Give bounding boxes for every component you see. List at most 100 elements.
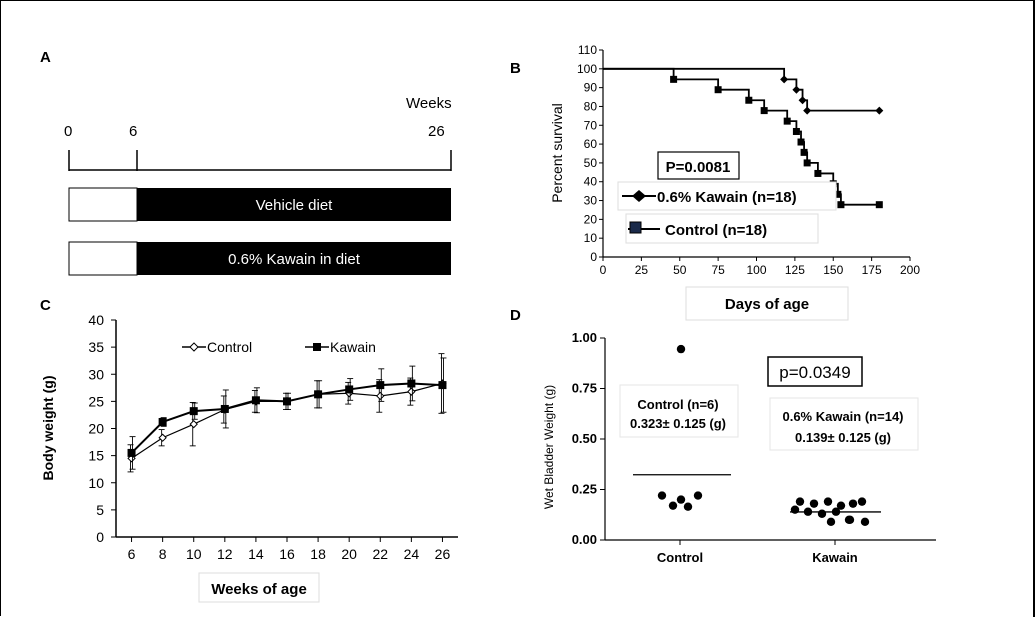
survival-chart: Percent survival Days of age 0 10 20 30 40 50… (549, 43, 920, 321)
survival-y-tick-label: 100 (577, 62, 597, 76)
control-survival-point (814, 169, 822, 177)
kawain-survival-point (875, 106, 884, 115)
kawain-weight-point (189, 407, 198, 416)
control-bladder-point (676, 344, 686, 354)
body-weight-y-tick-label: 30 (88, 366, 104, 382)
kawain-survival-point (792, 85, 801, 94)
body-weight-y-axis-label: Body weight (g) (40, 376, 56, 481)
survival-x-tick-label: 125 (785, 263, 805, 277)
kawain-stats-line1: 0.6% Kawain (n=14) (782, 409, 903, 424)
control-bladder-point (668, 501, 678, 510)
panel-label-b: B (510, 60, 521, 77)
survival-y-tick-label: 0 (590, 250, 597, 264)
weeks-label: Weeks (406, 95, 452, 112)
kawain-pre-period (68, 241, 138, 276)
survival-x-tick-label: 0 (600, 263, 607, 277)
control-bladder-point (676, 495, 686, 504)
kawain-weight-point (438, 381, 447, 390)
legend-control-label-c: Control (207, 339, 252, 355)
legend-control-open-diamond-icon (189, 342, 199, 352)
control-stats-line1: Control (n=6) (637, 397, 718, 412)
control-survival-point (875, 201, 883, 209)
survival-y-tick-label: 60 (584, 137, 598, 151)
body-weight-x-tick-label: 16 (279, 546, 295, 562)
bladder-x-tick-label: Control (657, 550, 703, 565)
body-weight-y-tick-label: 25 (88, 393, 104, 409)
kawain-stats-line2: 0.139± 0.125 (g) (795, 430, 891, 445)
vehicle-pre-period (68, 187, 138, 222)
control-weight-point (158, 433, 167, 442)
control-survival-point (834, 190, 842, 198)
bladder-y-tick-label: 0.50 (572, 431, 597, 446)
kawain-survival-point (798, 96, 807, 105)
kawain-stats-box (769, 397, 919, 451)
body-weight-x-axis-label: Weeks of age (211, 581, 307, 598)
body-weight-x-tick-label: 22 (372, 546, 388, 562)
survival-x-tick-label: 100 (746, 263, 766, 277)
control-weight-point (376, 391, 385, 401)
kawain-weight-point (314, 390, 323, 399)
kawain-bladder-point (817, 509, 827, 518)
survival-pvalue: P=0.0081 (666, 159, 731, 176)
tick-label-week-26: 26 (428, 123, 445, 140)
body-weight-x-tick-label: 6 (128, 546, 136, 562)
bladder-pvalue: p=0.0349 (779, 363, 850, 382)
control-survival-point (800, 148, 808, 156)
survival-x-tick-label: 200 (900, 263, 920, 277)
kawain-bladder-point (836, 501, 846, 510)
bladder-pvalue-box (767, 356, 863, 387)
legend-kawain-square-icon-c (313, 343, 321, 351)
body-weight-y-tick-label: 10 (88, 475, 104, 491)
bladder-y-tick-label: 0.00 (572, 532, 597, 547)
control-bladder-point (693, 491, 703, 500)
control-bladder-point (683, 502, 693, 511)
control-survival-point (714, 86, 722, 94)
kawain-weight-point (251, 396, 260, 405)
survival-x-axis-label: Days of age (725, 296, 809, 313)
survival-y-tick-label: 50 (584, 156, 598, 170)
control-survival-point (760, 107, 768, 115)
control-survival-point (792, 127, 800, 135)
kawain-bladder-point (803, 507, 813, 516)
control-weight-point (407, 387, 416, 396)
body-weight-x-tick-label: 24 (404, 546, 420, 562)
body-weight-y-tick-label: 35 (88, 339, 104, 355)
vehicle-diet-label: Vehicle diet (256, 197, 334, 214)
legend-kawain-diamond-icon (632, 190, 646, 202)
control-stats-line2: 0.323± 0.125 (g) (630, 416, 726, 431)
body-weight-x-tick-label: 20 (341, 546, 357, 562)
survival-x-tick-label: 150 (823, 263, 843, 277)
control-weight-point (189, 419, 198, 429)
body-weight-x-tick-label: 26 (435, 546, 451, 562)
control-stats-box (619, 384, 739, 438)
kawain-bladder-point (826, 517, 836, 527)
survival-x-tick-label: 75 (711, 263, 725, 277)
control-bladder-point (657, 491, 667, 500)
body-weight-x-tick-label: 18 (310, 546, 326, 562)
survival-y-tick-label: 20 (584, 212, 598, 226)
kawain-weight-point (283, 397, 291, 406)
bladder-weight-chart: Wet Bladder Weight (g) 0.00 0.25 0.50 0.75 1… (542, 330, 936, 565)
body-weight-y-tick-label: 20 (88, 421, 104, 437)
control-survival-point (745, 96, 753, 104)
bladder-y-tick-label: 1.00 (572, 330, 597, 345)
legend-kawain-label-c: Kawain (330, 339, 376, 355)
survival-y-tick-label: 80 (584, 99, 598, 113)
survival-y-axis-label: Percent survival (549, 103, 565, 203)
survival-pvalue-box (657, 151, 740, 180)
bladder-y-tick-label: 0.25 (572, 482, 597, 497)
figure-frame-right-edge (1033, 0, 1035, 617)
legend-kawain-label: 0.6% Kawain (n=18) (657, 189, 797, 206)
kawain-diet-bar (137, 242, 451, 275)
survival-y-tick-label: 70 (584, 118, 598, 132)
survival-y-tick-label: 10 (584, 231, 598, 245)
kawain-bladder-point (795, 497, 805, 506)
panel-label-c: C (40, 297, 51, 314)
panel-a-timeline: Weeks 0 6 26 Vehicle diet 0.6% Kawain in… (64, 95, 452, 276)
bladder-x-tick-label: Kawain (812, 550, 858, 565)
kawain-weight-point (220, 404, 229, 413)
survival-x-tick-label: 25 (635, 263, 649, 277)
kawain-bladder-point (848, 499, 858, 508)
body-weight-y-tick-label: 5 (96, 502, 104, 518)
